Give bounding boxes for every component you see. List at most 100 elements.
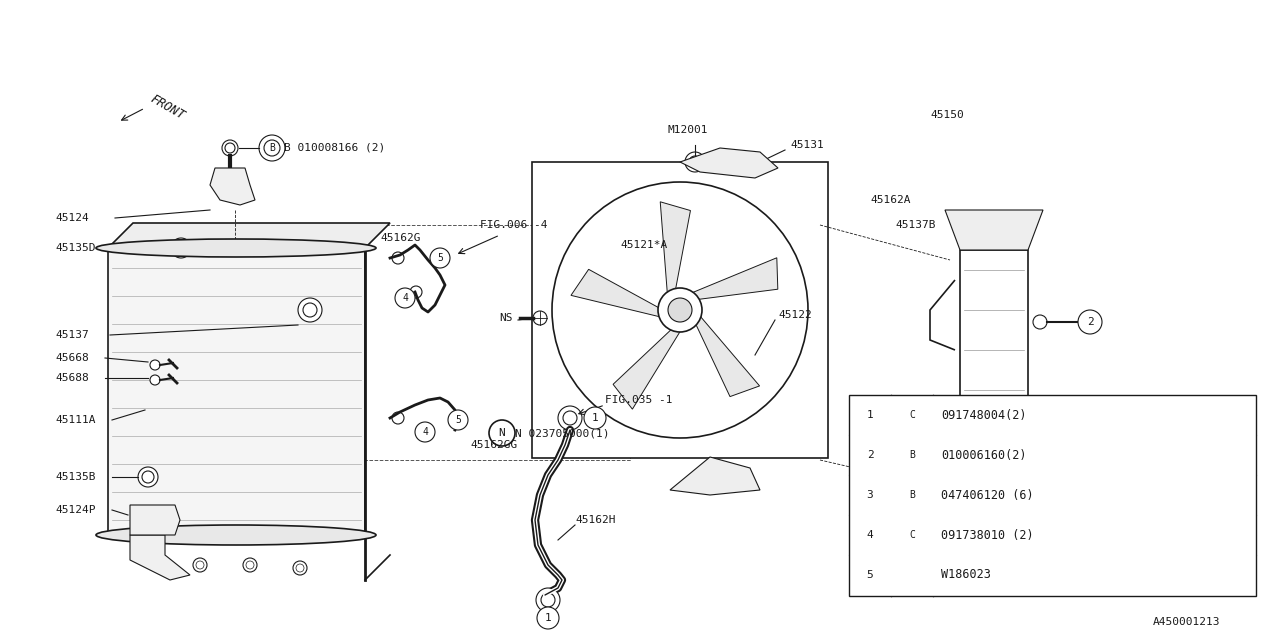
Circle shape bbox=[193, 558, 207, 572]
Circle shape bbox=[640, 235, 780, 375]
Text: 45688: 45688 bbox=[55, 373, 88, 383]
Circle shape bbox=[899, 522, 925, 548]
Polygon shape bbox=[669, 457, 760, 495]
Circle shape bbox=[229, 172, 241, 184]
Circle shape bbox=[685, 152, 705, 172]
Circle shape bbox=[150, 375, 160, 385]
Polygon shape bbox=[108, 223, 390, 248]
Circle shape bbox=[410, 286, 422, 298]
Circle shape bbox=[221, 140, 238, 156]
Text: W186023: W186023 bbox=[941, 568, 991, 582]
Circle shape bbox=[448, 410, 468, 430]
Text: B: B bbox=[909, 450, 915, 460]
Text: 1: 1 bbox=[591, 413, 598, 423]
Circle shape bbox=[899, 402, 925, 428]
Circle shape bbox=[541, 593, 556, 607]
Polygon shape bbox=[571, 269, 662, 317]
Circle shape bbox=[142, 471, 154, 483]
Circle shape bbox=[303, 303, 317, 317]
Circle shape bbox=[658, 288, 701, 332]
Text: 4: 4 bbox=[402, 293, 408, 303]
Circle shape bbox=[150, 360, 160, 370]
Circle shape bbox=[259, 135, 285, 161]
Circle shape bbox=[552, 182, 808, 438]
Circle shape bbox=[138, 467, 157, 487]
Text: 4: 4 bbox=[422, 427, 428, 437]
Circle shape bbox=[536, 588, 561, 612]
Circle shape bbox=[178, 245, 184, 251]
Text: 1: 1 bbox=[867, 410, 873, 420]
Text: A450001213: A450001213 bbox=[1152, 617, 1220, 627]
Circle shape bbox=[225, 143, 236, 153]
Text: 45137: 45137 bbox=[55, 330, 88, 340]
Text: 091748004(2): 091748004(2) bbox=[941, 408, 1027, 422]
Text: 45124P: 45124P bbox=[55, 505, 96, 515]
Circle shape bbox=[196, 561, 204, 569]
Text: 45668: 45668 bbox=[55, 353, 88, 363]
Text: 45162GG: 45162GG bbox=[470, 440, 517, 450]
Bar bbox=[960, 250, 1028, 570]
Text: FRONT: FRONT bbox=[148, 92, 187, 122]
Circle shape bbox=[396, 288, 415, 308]
Text: N: N bbox=[499, 428, 506, 438]
Text: 2: 2 bbox=[1087, 317, 1093, 327]
Text: 45150: 45150 bbox=[931, 110, 964, 120]
Polygon shape bbox=[691, 258, 778, 300]
Text: 45122: 45122 bbox=[778, 310, 812, 320]
Circle shape bbox=[1033, 315, 1047, 329]
Circle shape bbox=[858, 442, 883, 468]
Text: 5: 5 bbox=[456, 415, 461, 425]
Text: M12001: M12001 bbox=[668, 125, 709, 135]
Circle shape bbox=[904, 487, 920, 503]
Text: 45162G: 45162G bbox=[380, 233, 421, 243]
Ellipse shape bbox=[96, 525, 376, 545]
Text: 091738010 (2): 091738010 (2) bbox=[941, 529, 1034, 541]
Text: 45131: 45131 bbox=[790, 140, 824, 150]
Polygon shape bbox=[108, 248, 365, 535]
Text: 45124: 45124 bbox=[55, 213, 88, 223]
Circle shape bbox=[668, 298, 692, 322]
Circle shape bbox=[745, 155, 765, 175]
Polygon shape bbox=[131, 505, 180, 535]
Text: B 010008166 (2): B 010008166 (2) bbox=[284, 143, 385, 153]
Circle shape bbox=[858, 522, 883, 548]
Circle shape bbox=[558, 406, 582, 430]
Bar bbox=[849, 395, 1256, 596]
Text: 010006160(2): 010006160(2) bbox=[941, 449, 1027, 461]
Polygon shape bbox=[696, 315, 759, 397]
Circle shape bbox=[293, 561, 307, 575]
Text: B: B bbox=[909, 490, 915, 500]
Polygon shape bbox=[613, 330, 681, 409]
Text: 1: 1 bbox=[544, 613, 552, 623]
Text: 5: 5 bbox=[867, 570, 873, 580]
Circle shape bbox=[415, 422, 435, 442]
Text: 45162A: 45162A bbox=[870, 195, 910, 205]
Circle shape bbox=[489, 420, 515, 446]
Circle shape bbox=[986, 222, 1002, 238]
Text: C: C bbox=[909, 530, 915, 540]
Circle shape bbox=[666, 260, 755, 350]
Circle shape bbox=[904, 527, 920, 543]
Text: 45135B: 45135B bbox=[55, 472, 96, 482]
Bar bbox=[532, 162, 828, 458]
Text: B: B bbox=[269, 143, 275, 153]
Text: NS: NS bbox=[499, 313, 512, 323]
Text: 4: 4 bbox=[867, 530, 873, 540]
Circle shape bbox=[1078, 310, 1102, 334]
Text: 2: 2 bbox=[867, 450, 873, 460]
Text: FIG.006 -4: FIG.006 -4 bbox=[480, 220, 548, 230]
Circle shape bbox=[296, 564, 305, 572]
Text: C: C bbox=[909, 410, 915, 420]
Ellipse shape bbox=[96, 239, 376, 257]
Circle shape bbox=[392, 412, 404, 424]
Polygon shape bbox=[210, 168, 255, 205]
Text: 45111A: 45111A bbox=[55, 415, 96, 425]
Circle shape bbox=[899, 442, 925, 468]
Text: 45137B: 45137B bbox=[895, 220, 936, 230]
Text: 45162H: 45162H bbox=[575, 515, 616, 525]
Text: 047406120 (6): 047406120 (6) bbox=[941, 488, 1034, 502]
Polygon shape bbox=[660, 202, 690, 294]
Circle shape bbox=[584, 407, 605, 429]
Circle shape bbox=[532, 311, 547, 325]
Polygon shape bbox=[945, 210, 1043, 250]
